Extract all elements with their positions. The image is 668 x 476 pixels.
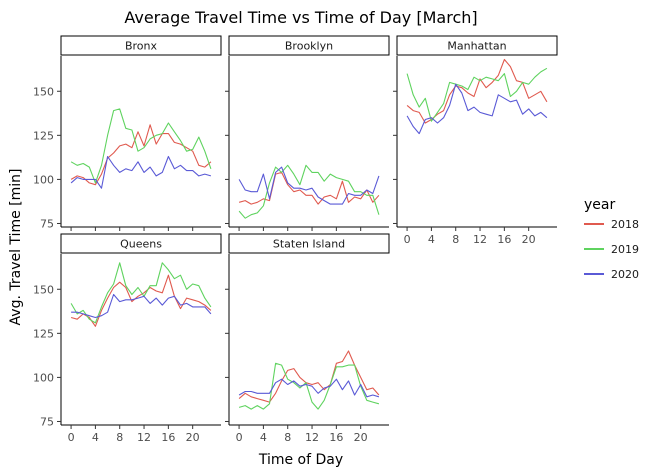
series-line-brooklyn-2019: [238, 164, 380, 219]
x-tick-label-staten-island-8: 8: [284, 431, 291, 444]
strip-label-staten-island: Staten Island: [273, 238, 345, 251]
strip-box-bronx: [60, 35, 222, 56]
x-tick-label-manhattan-20: 20: [522, 233, 536, 246]
panel-staten-island: Staten Island 0 4 8 12 16 20: [225, 233, 390, 444]
y-tick-label-bronx-100: 100: [33, 173, 54, 186]
x-tick-label-queens-0: 0: [68, 431, 75, 444]
series-line-bronx-2018: [70, 124, 212, 186]
series-line-manhattan-2018: [406, 58, 548, 124]
x-tick-label-staten-island-4: 4: [260, 431, 267, 444]
x-tick-label-queens-4: 4: [92, 431, 99, 444]
strip-box-manhattan: [396, 35, 558, 56]
x-axis-label: Time of Day: [258, 452, 343, 468]
x-tick-label-staten-island-16: 16: [329, 431, 343, 444]
x-tick-label-queens-16: 16: [161, 431, 175, 444]
series-line-brooklyn-2018: [238, 171, 380, 205]
y-tick-label-bronx-150: 150: [33, 85, 54, 98]
x-tick-label-queens-12: 12: [137, 431, 151, 444]
x-tick-label-staten-island-12: 12: [305, 431, 319, 444]
series-line-manhattan-2019: [406, 67, 548, 122]
panel-brooklyn: Brooklyn: [225, 35, 390, 231]
strip-label-bronx: Bronx: [125, 40, 158, 53]
y-tick-label-queens-150: 150: [33, 283, 54, 296]
chart-title: Average Travel Time vs Time of Day [Marc…: [124, 8, 477, 27]
strip-label-brooklyn: Brooklyn: [285, 40, 333, 53]
x-tick-label-staten-island-0: 0: [236, 431, 243, 444]
y-tick-label-bronx-75: 75: [40, 217, 54, 230]
x-tick-label-manhattan-16: 16: [497, 233, 511, 246]
x-tick-label-queens-8: 8: [116, 431, 123, 444]
legend-title: year: [584, 197, 615, 213]
strip-label-manhattan: Manhattan: [447, 40, 506, 53]
y-tick-label-queens-100: 100: [33, 371, 54, 384]
x-tick-label-staten-island-20: 20: [354, 431, 368, 444]
y-tick-label-queens-125: 125: [33, 327, 54, 340]
y-tick-label-queens-75: 75: [40, 415, 54, 428]
strip-box-queens: [60, 233, 222, 254]
series-line-bronx-2019: [70, 108, 212, 184]
x-tick-label-manhattan-12: 12: [473, 233, 487, 246]
strip-box-brooklyn: [228, 35, 390, 56]
strip-label-queens: Queens: [120, 238, 162, 251]
legend: year 2018 2019 2020: [584, 197, 639, 281]
legend-label-2018: 2018: [611, 218, 639, 231]
series-line-brooklyn-2020: [238, 166, 380, 205]
panel-bronx: Bronx 75 100 125 150: [33, 35, 222, 231]
series-line-manhattan-2020: [406, 83, 548, 135]
series-line-queens-2019: [70, 262, 212, 324]
series-line-bronx-2020: [70, 155, 212, 189]
series-line-queens-2018: [70, 274, 212, 327]
panel-queens: Queens 75 100 125 150 0 4 8 12 16 20: [33, 233, 222, 444]
legend-label-2020: 2020: [611, 268, 639, 281]
x-tick-label-manhattan-0: 0: [404, 233, 411, 246]
x-tick-label-manhattan-8: 8: [452, 233, 459, 246]
series-line-queens-2020: [71, 293, 212, 319]
x-tick-label-queens-20: 20: [186, 431, 200, 444]
y-tick-label-bronx-125: 125: [33, 129, 54, 142]
x-tick-label-manhattan-4: 4: [428, 233, 435, 246]
y-axis-label: Avg. Travel Time [min]: [8, 169, 24, 326]
panel-manhattan: Manhattan 0 4 8 12 16 20: [393, 35, 558, 246]
series-line-staten-island-2020: [238, 378, 380, 398]
legend-label-2019: 2019: [611, 243, 639, 256]
strip-box-staten-island: [228, 233, 390, 254]
facet-panels: Bronx 75 100 125 150 Brooklyn Manhattan 0 4 8 12 16…: [33, 35, 558, 444]
series-line-staten-island-2019: [238, 362, 380, 410]
